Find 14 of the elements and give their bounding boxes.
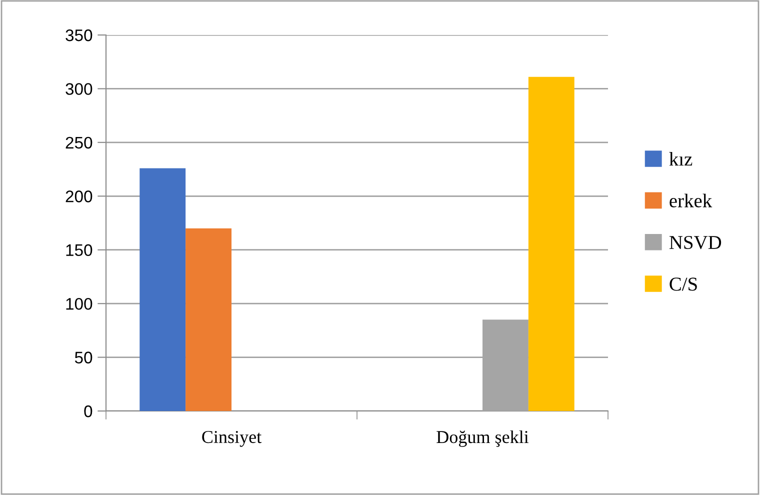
y-tick-label: 200 (66, 190, 92, 202)
legend-label: erkek (670, 194, 712, 208)
legend-label: kız (669, 152, 692, 166)
y-tick-label: 0 (84, 405, 92, 418)
x-tick-label: Doğum şekli (436, 430, 529, 447)
x-tick-label: Cinsiyet (202, 430, 262, 447)
legend-label: NSVD (669, 236, 722, 250)
y-tick-label: 50 (74, 352, 92, 364)
y-tick-label: 250 (66, 136, 92, 149)
y-tick-label: 350 (66, 29, 92, 42)
legend-label: C/S (670, 278, 697, 291)
y-tick-label: 150 (66, 244, 92, 256)
y-tick-label: 100 (66, 298, 92, 310)
y-tick-label: 300 (66, 83, 92, 95)
